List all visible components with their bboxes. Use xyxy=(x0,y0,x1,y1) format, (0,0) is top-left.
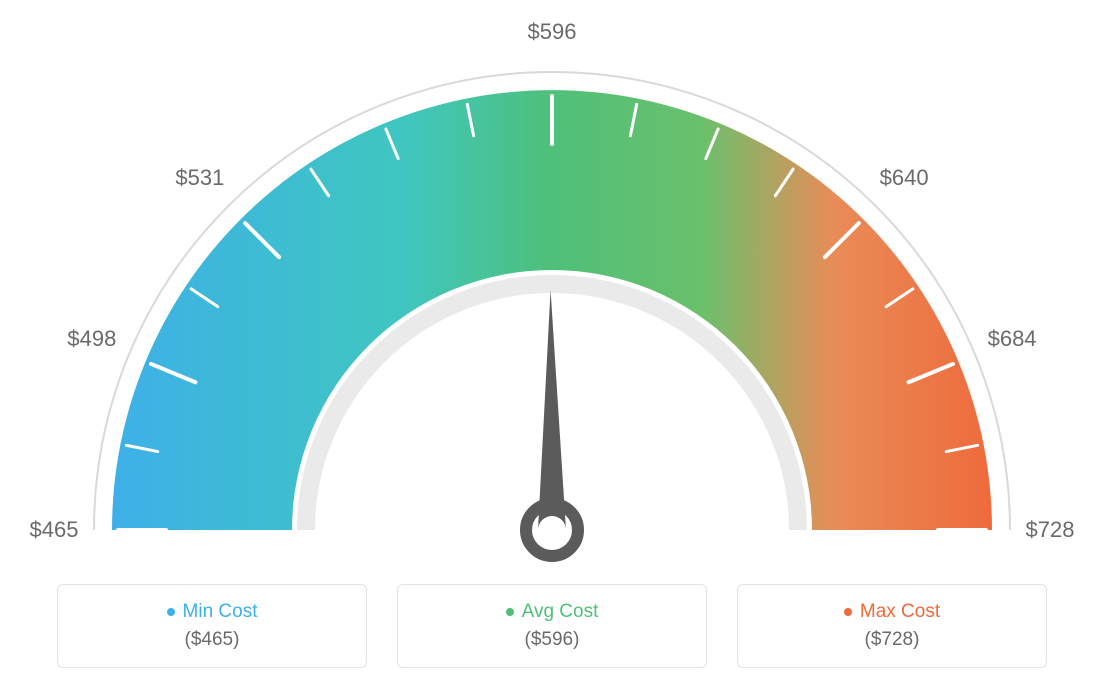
legend-row: Min Cost ($465) Avg Cost ($596) Max Cost… xyxy=(57,584,1047,668)
legend-min-title: Min Cost xyxy=(167,601,258,623)
legend-avg-card: Avg Cost ($596) xyxy=(397,584,707,668)
legend-min-label: Min Cost xyxy=(183,601,258,623)
legend-max-dot xyxy=(844,608,852,616)
legend-min-card: Min Cost ($465) xyxy=(57,584,367,668)
legend-avg-label: Avg Cost xyxy=(522,601,599,623)
legend-avg-value: ($596) xyxy=(525,629,580,651)
gauge-tick-label: $498 xyxy=(67,326,116,352)
gauge-tick-label: $640 xyxy=(880,165,929,191)
legend-avg-title: Avg Cost xyxy=(506,601,599,623)
legend-max-value: ($728) xyxy=(865,629,920,651)
gauge-tick-label: $728 xyxy=(1026,517,1075,543)
legend-max-card: Max Cost ($728) xyxy=(737,584,1047,668)
gauge-tick-label: $465 xyxy=(30,517,79,543)
cost-gauge: $465$498$531$596$640$684$728 xyxy=(42,20,1062,580)
legend-min-value: ($465) xyxy=(185,629,240,651)
legend-max-title: Max Cost xyxy=(844,601,940,623)
legend-avg-dot xyxy=(506,608,514,616)
legend-min-dot xyxy=(167,608,175,616)
gauge-tick-label: $684 xyxy=(988,326,1037,352)
gauge-svg xyxy=(42,20,1062,580)
gauge-tick-label: $596 xyxy=(528,19,577,45)
legend-max-label: Max Cost xyxy=(860,601,940,623)
gauge-tick-label: $531 xyxy=(175,165,224,191)
